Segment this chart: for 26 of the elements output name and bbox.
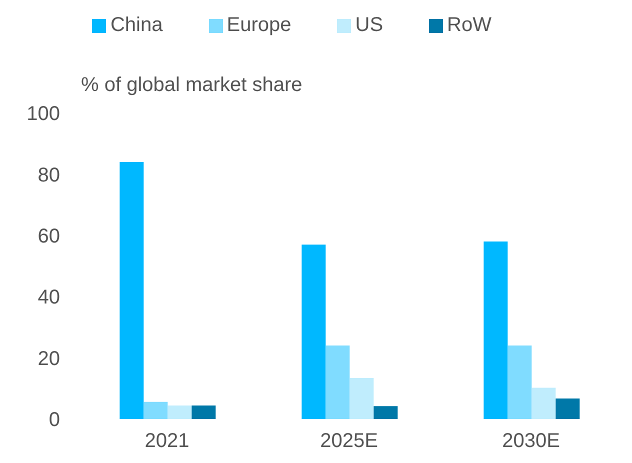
legend-label: Europe	[226, 14, 292, 36]
bar	[144, 402, 168, 419]
bar	[302, 244, 326, 419]
y-tick-label: 100	[26, 103, 60, 126]
bar	[374, 406, 398, 419]
bar	[120, 162, 144, 419]
bar	[192, 406, 216, 419]
bar	[532, 388, 556, 419]
y-axis-title: % of global market share	[81, 74, 302, 97]
y-tick-label: 60	[38, 226, 60, 248]
y-tick-label: 80	[38, 164, 60, 186]
legend-label: RoW	[447, 14, 492, 36]
legend-label: China	[110, 14, 163, 36]
bar	[508, 346, 532, 419]
bar	[326, 346, 350, 419]
legend-label: US	[355, 14, 384, 36]
y-tick-label: 0	[48, 409, 60, 432]
bar	[350, 378, 374, 419]
y-tick-label: 40	[38, 286, 60, 309]
bar	[484, 242, 508, 419]
x-tick-label: 2025E	[320, 430, 378, 452]
y-tick-label: 20	[38, 348, 60, 370]
x-tick-label: 2030E	[502, 430, 560, 452]
bar	[168, 406, 192, 419]
x-tick-label: 2021	[144, 430, 190, 452]
bar	[556, 398, 580, 419]
